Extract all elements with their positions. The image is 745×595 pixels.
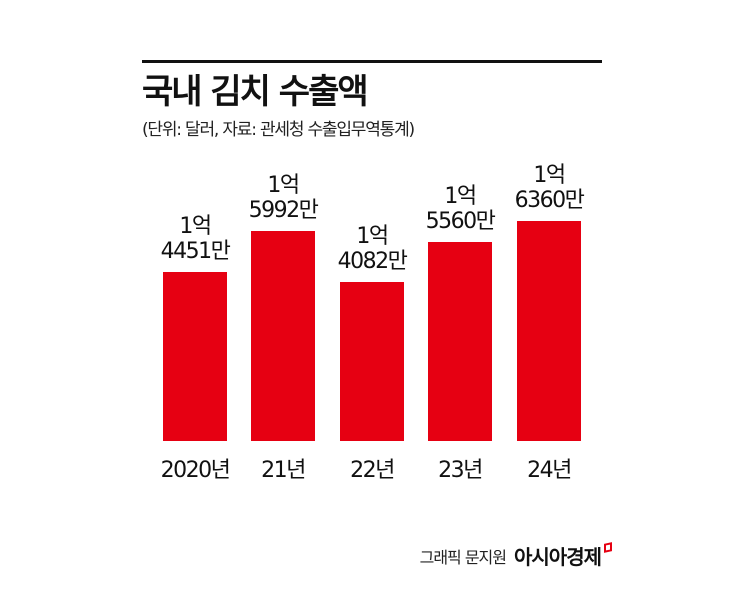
x-axis-label: 23년 <box>438 458 483 483</box>
value-label: 1억 4451만 <box>140 214 250 264</box>
header-rule <box>142 60 602 63</box>
value-label: 1억 6360만 <box>494 163 604 213</box>
bar <box>340 282 404 441</box>
value-label-line1: 1억 <box>444 184 477 209</box>
value-label-line2: 6360만 <box>514 188 585 213</box>
value-label: 1억 4082만 <box>317 224 427 274</box>
value-label-line2: 5560만 <box>425 209 496 234</box>
x-axis-label: 22년 <box>350 458 395 483</box>
chart-title: 국내 김치 수출액 <box>142 72 369 112</box>
value-label-line1: 1억 <box>356 224 389 249</box>
bar <box>163 272 227 441</box>
bar <box>517 221 581 441</box>
graphic-credit: 그래픽 문지원 <box>419 547 507 567</box>
x-axis-label: 21년 <box>261 458 306 483</box>
value-label-line2: 4451만 <box>160 239 231 264</box>
chart-subtitle: (단위: 달러, 자료: 관세청 수출입무역통계) <box>142 120 415 140</box>
value-label-line1: 1억 <box>533 163 566 188</box>
bar <box>251 231 315 441</box>
bar <box>428 242 492 441</box>
brand-mark-icon <box>604 542 612 553</box>
x-axis-label: 2020년 <box>160 458 231 483</box>
value-label-line2: 5992만 <box>248 198 319 223</box>
x-axis-label: 24년 <box>527 458 572 483</box>
value-label: 1억 5560만 <box>405 184 515 234</box>
value-label: 1억 5992만 <box>228 173 338 223</box>
credit: 그래픽 문지원 아시아경제 <box>420 541 612 570</box>
value-label-line2: 4082만 <box>337 249 408 274</box>
value-label-line1: 1억 <box>179 214 212 239</box>
brand-logo: 아시아경제 <box>514 545 602 569</box>
value-label-line1: 1억 <box>267 173 300 198</box>
